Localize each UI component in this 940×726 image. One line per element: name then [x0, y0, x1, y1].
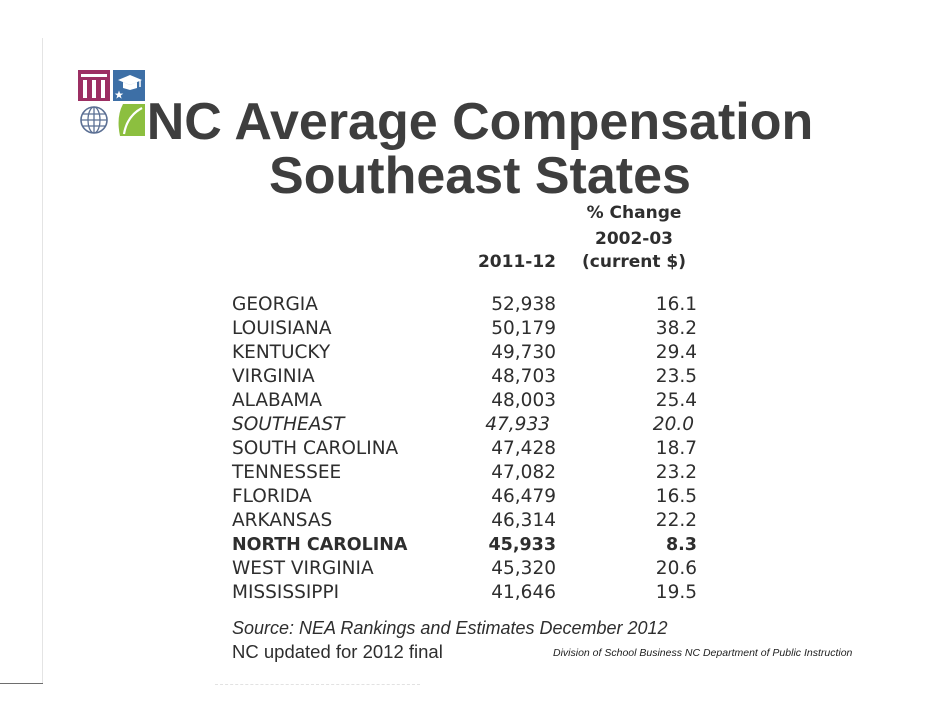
percent-change-unit-header: (current $) — [582, 252, 686, 272]
compensation-value: 47,428 — [491, 438, 556, 459]
state-name: ALABAMA — [232, 390, 323, 411]
state-name: SOUTHEAST — [232, 414, 345, 435]
state-name: WEST VIRGINIA — [232, 558, 374, 579]
compensation-value: 46,479 — [491, 486, 556, 507]
compensation-value: 47,082 — [491, 462, 556, 483]
table-row: TENNESSEE 47,082 23.2 — [0, 461, 940, 485]
building-columns-icon — [78, 70, 110, 101]
title-line-1: NC Average Compensation — [146, 93, 814, 151]
title-line-2: Southeast States — [269, 147, 691, 205]
percent-change-value: 20.6 — [655, 558, 697, 579]
footer-credit: Division of School Business NC Departmen… — [553, 647, 853, 659]
scan-edge-line — [42, 38, 43, 684]
compensation-value: 48,703 — [491, 366, 556, 387]
state-name: ARKANSAS — [232, 510, 333, 531]
compensation-value: 45,320 — [491, 558, 556, 579]
compensation-value: 48,003 — [491, 390, 556, 411]
table-row: VIRGINIA 48,703 23.5 — [0, 365, 940, 389]
compensation-value: 47,933 — [485, 414, 550, 435]
percent-change-value: 22.2 — [655, 510, 697, 531]
table-row: FLORIDA 46,479 16.5 — [0, 485, 940, 509]
logo — [78, 70, 145, 136]
table-row: ARKANSAS 46,314 22.2 — [0, 509, 940, 533]
state-name: VIRGINIA — [232, 366, 315, 387]
compensation-value: 41,646 — [491, 582, 556, 603]
state-name: LOUISIANA — [232, 318, 332, 339]
state-name: GEORGIA — [232, 294, 318, 315]
state-name: NORTH CAROLINA — [232, 535, 408, 555]
percent-change-value: 16.5 — [655, 486, 697, 507]
table-row: MISSISSIPPI 41,646 19.5 — [0, 581, 940, 605]
table-row: WEST VIRGINIA 45,320 20.6 — [0, 557, 940, 581]
percent-change-value: 25.4 — [655, 390, 697, 411]
compensation-table: GEORGIA 52,938 16.1 LOUISIANA 50,179 38.… — [0, 293, 940, 605]
percent-change-value: 38.2 — [655, 318, 697, 339]
table-row: ALABAMA 48,003 25.4 — [0, 389, 940, 413]
compensation-value: 49,730 — [491, 342, 556, 363]
table-row-southeast-average: SOUTHEAST 47,933 20.0 — [0, 413, 940, 437]
table-row-north-carolina: NORTH CAROLINA 45,933 8.3 — [0, 533, 940, 557]
state-name: MISSISSIPPI — [232, 582, 340, 603]
state-name: KENTUCKY — [232, 342, 331, 363]
table-row: LOUISIANA 50,179 38.2 — [0, 317, 940, 341]
compensation-value: 52,938 — [491, 294, 556, 315]
state-name: SOUTH CAROLINA — [232, 438, 399, 459]
compensation-value: 50,179 — [491, 318, 556, 339]
percent-change-value: 20.0 — [652, 414, 694, 435]
compensation-value: 46,314 — [491, 510, 556, 531]
table-row: SOUTH CAROLINA 47,428 18.7 — [0, 437, 940, 461]
percent-change-value: 16.1 — [655, 294, 697, 315]
compensation-year-header: 2011-12 — [477, 252, 556, 272]
percent-change-value: 29.4 — [655, 342, 697, 363]
table-row: GEORGIA 52,938 16.1 — [0, 293, 940, 317]
compensation-value: 45,933 — [488, 535, 556, 555]
state-name: TENNESSEE — [232, 462, 342, 483]
percent-change-header: % Change — [586, 203, 682, 223]
scan-edge-line — [215, 684, 420, 685]
percent-change-value: 23.2 — [655, 462, 697, 483]
percent-change-value: 23.5 — [655, 366, 697, 387]
percent-change-value: 19.5 — [655, 582, 697, 603]
graduation-cap-icon — [113, 70, 145, 101]
percent-change-value: 8.3 — [665, 535, 697, 555]
table-row: KENTUCKY 49,730 29.4 — [0, 341, 940, 365]
update-note: NC updated for 2012 final — [232, 641, 443, 662]
scan-edge-line — [0, 683, 43, 684]
leaf-icon — [113, 104, 145, 136]
state-name: FLORIDA — [232, 486, 312, 507]
globe-icon — [78, 104, 110, 136]
percent-change-period-header: 2002-03 — [594, 229, 674, 249]
percent-change-value: 18.7 — [655, 438, 697, 459]
source-note: Source: NEA Rankings and Estimates Decem… — [232, 618, 668, 638]
